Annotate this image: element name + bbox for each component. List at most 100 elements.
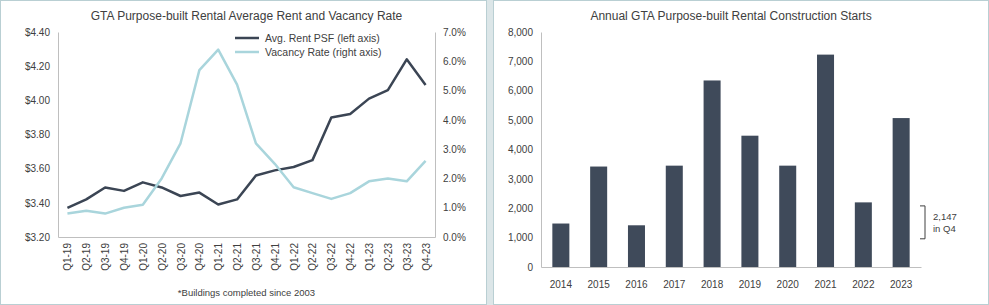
tick: 2022 xyxy=(852,279,875,290)
tick-label: Q1-19 xyxy=(62,243,73,271)
tick: Q3-23 xyxy=(402,243,413,271)
tick: Q4-22 xyxy=(345,243,356,271)
tick-label: Q4-19 xyxy=(119,243,130,271)
tick: 2019 xyxy=(739,279,762,290)
axis-line xyxy=(435,33,436,238)
tick-label: 8,000 xyxy=(508,27,533,38)
tick-label: 2022 xyxy=(852,279,875,290)
y-axis: 0 1,000 2,000 3,000 4,000 5,000 6,000 7,000 8,00… xyxy=(508,27,542,273)
tick-label: Q2-22 xyxy=(307,243,318,271)
bar xyxy=(552,224,569,267)
bar xyxy=(817,55,834,267)
annotation-bracket xyxy=(920,206,925,239)
tick-label: 2.0% xyxy=(443,173,466,184)
tick: Q1-20 xyxy=(138,243,149,271)
tick: 1,000 xyxy=(508,232,541,243)
tick: 2020 xyxy=(777,279,800,290)
tick: Q4-20 xyxy=(194,243,205,271)
legend-label: Vacancy Rate (right axis) xyxy=(265,46,382,58)
tick-label: Q1-23 xyxy=(364,243,375,271)
tick: $4.00 xyxy=(25,95,58,106)
tick-label: 4,000 xyxy=(508,144,533,155)
tick: 7,000 xyxy=(508,56,541,67)
bar xyxy=(855,202,872,267)
panel-background xyxy=(494,1,989,305)
tick-label: 0.0% xyxy=(443,232,466,243)
tick-label: 2018 xyxy=(701,279,724,290)
tick: Q2-20 xyxy=(157,243,168,271)
tick: $4.20 xyxy=(25,61,58,72)
tick-label: Q2-23 xyxy=(383,243,394,271)
tick: $4.40 xyxy=(25,27,58,38)
tick-label: Q3-20 xyxy=(176,243,187,271)
tick-label: 7.0% xyxy=(443,27,466,38)
tick: 2015 xyxy=(588,279,611,290)
tick: 6.0% xyxy=(435,56,466,67)
series-line xyxy=(67,59,425,208)
tick: Q3-20 xyxy=(176,243,187,271)
bar xyxy=(779,166,796,267)
chart-title: Annual GTA Purpose-built Rental Construc… xyxy=(590,9,871,23)
bar xyxy=(666,166,683,267)
tick: Q2-23 xyxy=(383,243,394,271)
tick-label: $3.20 xyxy=(25,232,50,243)
tick: Q3-22 xyxy=(326,243,337,271)
tick-label: Q3-21 xyxy=(251,243,262,271)
tick-label: 7,000 xyxy=(508,56,533,67)
bar xyxy=(590,167,607,267)
tick-label: $3.40 xyxy=(25,198,50,209)
tick: 2.0% xyxy=(435,173,466,184)
tick-label: 1,000 xyxy=(508,232,533,243)
tick-label: 0 xyxy=(527,262,533,273)
axis-line xyxy=(542,267,922,268)
legend-swatch xyxy=(235,51,259,54)
tick: 4.0% xyxy=(435,115,466,126)
series-group xyxy=(67,50,425,214)
tick: 8,000 xyxy=(508,27,541,38)
tick-label: Q4-22 xyxy=(345,243,356,271)
tick: 2018 xyxy=(701,279,724,290)
axis-line xyxy=(58,33,59,238)
tick-label: $3.80 xyxy=(25,129,50,140)
tick-label: 2020 xyxy=(777,279,800,290)
tick-label: 6,000 xyxy=(508,85,533,96)
legend-swatch xyxy=(235,37,259,40)
panel: Q1-19Q2-19Q3-19Q4-19Q1-20Q2-20Q3-20Q4-20… xyxy=(1,1,487,305)
tick: 3.0% xyxy=(435,144,466,155)
panel-background xyxy=(1,1,487,305)
axis-line xyxy=(59,237,436,238)
tick-label: 3,000 xyxy=(508,174,533,185)
tick-label: Q1-20 xyxy=(138,243,149,271)
tick: Q2-22 xyxy=(307,243,318,271)
tick: 1.0% xyxy=(435,202,466,213)
tick-label: 2014 xyxy=(550,279,573,290)
tick: 4,000 xyxy=(508,144,541,155)
tick: $3.20 xyxy=(25,232,58,243)
tick: 6,000 xyxy=(508,85,541,96)
tick-label: 2017 xyxy=(663,279,686,290)
tick: 2023 xyxy=(890,279,913,290)
tick: 5,000 xyxy=(508,115,541,126)
tick-label: 4.0% xyxy=(443,115,466,126)
tick-label: 2,000 xyxy=(508,203,533,214)
tick-label: Q4-20 xyxy=(194,243,205,271)
tick-label: 2015 xyxy=(588,279,611,290)
tick: Q3-19 xyxy=(100,243,111,271)
page-background xyxy=(0,0,989,305)
tick-label: Q3-23 xyxy=(402,243,413,271)
tick: 0 xyxy=(527,262,541,273)
tick-label: Q1-22 xyxy=(289,243,300,271)
tick: 2014 xyxy=(550,279,573,290)
series-line xyxy=(67,50,425,214)
tick: 2017 xyxy=(663,279,686,290)
bar xyxy=(704,80,721,267)
tick-label: $4.40 xyxy=(25,27,50,38)
tick-label: 2016 xyxy=(625,279,648,290)
footnote: *Buildings completed since 2003 xyxy=(178,287,315,298)
tick: Q4-19 xyxy=(119,243,130,271)
tick-label: 2019 xyxy=(739,279,762,290)
tick: $3.60 xyxy=(25,163,58,174)
tick: $3.40 xyxy=(25,198,58,209)
tick-label: Q2-21 xyxy=(232,243,243,271)
tick: Q2-21 xyxy=(232,243,243,271)
